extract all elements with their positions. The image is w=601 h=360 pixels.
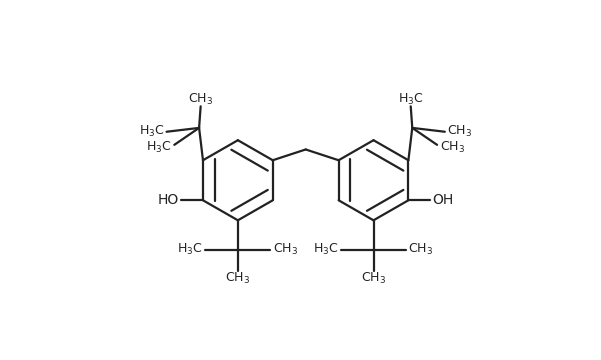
Text: H$_3$C: H$_3$C — [177, 242, 203, 257]
Text: OH: OH — [433, 193, 454, 207]
Text: H$_3$C: H$_3$C — [398, 92, 424, 107]
Text: HO: HO — [157, 193, 179, 207]
Text: CH$_3$: CH$_3$ — [273, 242, 298, 257]
Text: H$_3$C: H$_3$C — [313, 242, 338, 257]
Text: CH$_3$: CH$_3$ — [361, 270, 386, 285]
Text: CH$_3$: CH$_3$ — [408, 242, 433, 257]
Text: CH$_3$: CH$_3$ — [188, 92, 213, 107]
Text: H$_3$C: H$_3$C — [145, 140, 171, 156]
Text: CH$_3$: CH$_3$ — [440, 140, 465, 156]
Text: H$_3$C: H$_3$C — [139, 124, 164, 139]
Text: CH$_3$: CH$_3$ — [225, 270, 251, 285]
Text: CH$_3$: CH$_3$ — [447, 124, 472, 139]
